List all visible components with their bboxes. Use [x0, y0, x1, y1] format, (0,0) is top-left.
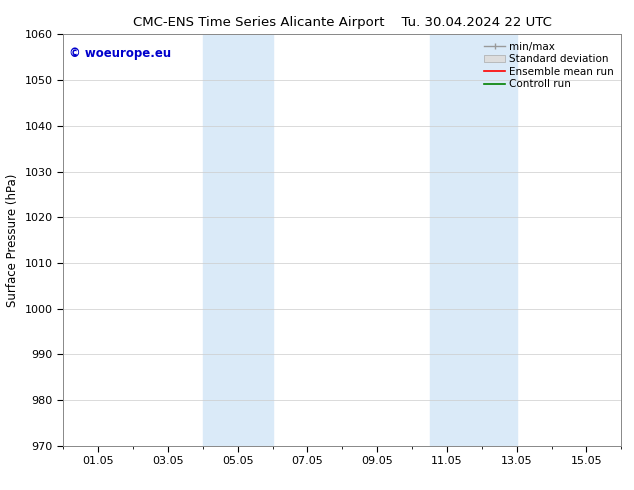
Bar [203, 34, 273, 446]
Text: © woeurope.eu: © woeurope.eu [69, 47, 171, 60]
Legend: min/max, Standard deviation, Ensemble mean run, Controll run: min/max, Standard deviation, Ensemble me… [482, 40, 616, 92]
Y-axis label: Surface Pressure (hPa): Surface Pressure (hPa) [6, 173, 19, 307]
Bar [429, 34, 517, 446]
Title: CMC-ENS Time Series Alicante Airport    Tu. 30.04.2024 22 UTC: CMC-ENS Time Series Alicante Airport Tu.… [133, 16, 552, 29]
